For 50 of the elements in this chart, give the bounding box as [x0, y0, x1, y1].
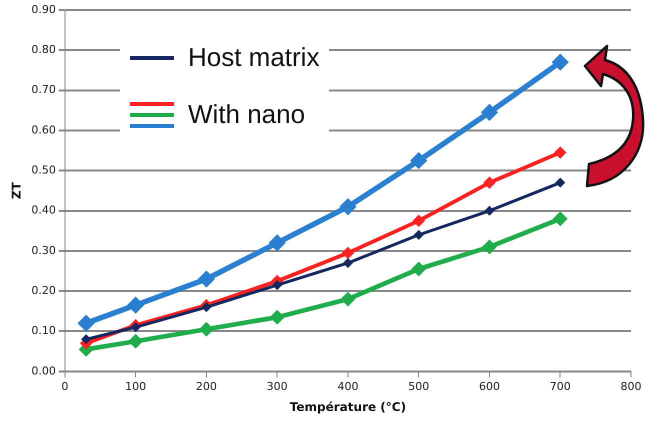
y-tick-label: 0.60: [31, 123, 56, 136]
point: [484, 206, 494, 216]
x-tick-label: 300: [266, 380, 288, 393]
point: [78, 314, 95, 332]
point: [482, 240, 497, 254]
point: [268, 234, 286, 252]
point: [342, 246, 354, 260]
point: [410, 152, 428, 170]
y-tick-label: 0.20: [31, 284, 56, 297]
y-tick-label: 0.10: [31, 324, 56, 338]
point: [483, 176, 496, 189]
y-tick-label: 0.70: [31, 83, 56, 96]
x-tick-label: 200: [196, 380, 217, 393]
y-tick-label: 0.80: [31, 43, 56, 56]
point: [130, 322, 141, 332]
point: [555, 178, 566, 188]
y-tick-label: 0.50: [31, 163, 56, 176]
legend-label: With nano: [188, 99, 306, 130]
point: [554, 146, 566, 159]
point: [127, 296, 144, 314]
point: [552, 211, 568, 226]
point: [480, 104, 498, 121]
x-tick-label: 100: [125, 380, 146, 393]
x-tick-label: 400: [337, 380, 358, 393]
x-tick-label: 500: [408, 380, 430, 393]
point: [199, 322, 214, 337]
point: [414, 230, 424, 240]
y-tick-label: 0.40: [31, 204, 56, 217]
y-tick-label: 0.30: [31, 244, 56, 257]
point: [270, 310, 285, 325]
point: [81, 334, 92, 344]
x-tick-label: 0: [61, 380, 68, 393]
y-tick-label: 0.90: [31, 2, 56, 16]
point: [342, 258, 353, 268]
point: [411, 262, 426, 276]
x-tick-label: 700: [550, 380, 571, 393]
legend-label: Host matrix: [188, 42, 320, 73]
x-tick-label: 600: [478, 380, 500, 393]
point: [198, 270, 216, 288]
point: [340, 292, 356, 307]
x-axis-title: Température (°C): [290, 400, 406, 414]
point: [201, 302, 212, 312]
y-axis-title: ZT: [9, 181, 24, 200]
point: [339, 198, 357, 216]
y-tick-label: 0.00: [31, 364, 56, 378]
point: [272, 280, 282, 290]
x-tick-label: 800: [620, 380, 642, 393]
point: [128, 334, 144, 349]
point: [552, 54, 569, 71]
point: [412, 214, 425, 228]
